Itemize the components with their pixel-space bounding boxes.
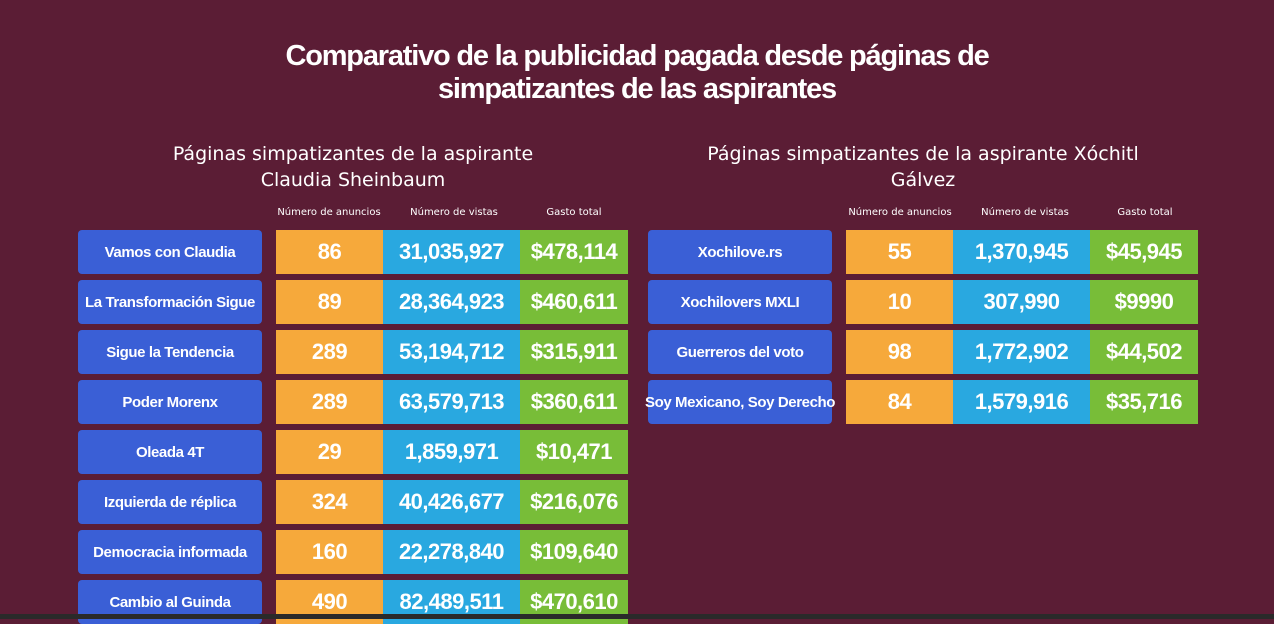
- views-count-cell: 28,364,923: [383, 280, 520, 324]
- right-header-spend: Gasto total: [1117, 207, 1173, 218]
- total-spend-cell: $460,611: [520, 280, 628, 324]
- views-count-cell: 53,194,712: [383, 330, 520, 374]
- total-spend-cell: $35,716: [1090, 380, 1198, 424]
- right-subtitle: Páginas simpatizantes de la aspirante Xó…: [648, 141, 1198, 193]
- page-name-cell: Xochilovers MXLI: [648, 280, 832, 324]
- table-row: La Transformación Sigue 89 28,364,923 $460,…: [78, 280, 628, 324]
- ads-count-cell: 86: [276, 230, 383, 274]
- ads-count-cell: 84: [846, 380, 953, 424]
- ads-count-cell: 89: [276, 280, 383, 324]
- ads-count-cell: 289: [276, 380, 383, 424]
- table-row: Soy Mexicano, Soy Derecho 84 1,579,916 $35,…: [645, 380, 1198, 424]
- page-name-cell: Xochilove.rs: [648, 230, 832, 274]
- ads-count-cell: 29: [276, 430, 383, 474]
- table-row: Sigue la Tendencia 289 53,194,712 $315,911: [78, 330, 628, 374]
- total-spend-cell: $9990: [1090, 280, 1198, 324]
- table-row: Guerreros del voto 98 1,772,902 $44,502: [648, 330, 1198, 374]
- table-row: Vamos con Claudia 86 31,035,927 $478,114: [78, 230, 628, 274]
- views-count-cell: 1,579,916: [953, 380, 1090, 424]
- right-header-ads: Número de anuncios: [848, 207, 952, 218]
- table-row: Izquierda de réplica 324 40,426,677 $216,07…: [78, 480, 628, 524]
- left-header-views: Número de vistas: [410, 207, 498, 218]
- total-spend-cell: $360,611: [520, 380, 628, 424]
- views-count-cell: 63,579,713: [383, 380, 520, 424]
- views-count-cell: 1,772,902: [953, 330, 1090, 374]
- left-header-spend: Gasto total: [546, 207, 602, 218]
- ads-count-cell: 98: [846, 330, 953, 374]
- total-spend-cell: $315,911: [520, 330, 628, 374]
- total-spend-cell: $216,076: [520, 480, 628, 524]
- page-name-cell: Guerreros del voto: [648, 330, 832, 374]
- table-row: Democracia informada 160 22,278,840 $109,64…: [78, 530, 628, 574]
- page-name-cell: Democracia informada: [78, 530, 262, 574]
- page-name-cell: Vamos con Claudia: [78, 230, 262, 274]
- bottom-strip: [0, 614, 1274, 619]
- table-row: Oleada 4T 29 1,859,971 $10,471: [78, 430, 628, 474]
- left-subtitle-line-2: Claudia Sheinbaum: [260, 169, 446, 191]
- total-spend-cell: $44,502: [1090, 330, 1198, 374]
- total-spend-cell: $45,945: [1090, 230, 1198, 274]
- ads-count-cell: 10: [846, 280, 953, 324]
- left-subtitle-line-1: Páginas simpatizantes de la aspirante: [172, 143, 534, 165]
- views-count-cell: 40,426,677: [383, 480, 520, 524]
- ads-count-cell: 55: [846, 230, 953, 274]
- views-count-cell: 22,278,840: [383, 530, 520, 574]
- total-spend-cell: $10,471: [520, 430, 628, 474]
- table-row: Xochilove.rs 55 1,370,945 $45,945: [648, 230, 1198, 274]
- ads-count-cell: 324: [276, 480, 383, 524]
- title-line-1: Comparativo de la publicidad pagada desd…: [285, 40, 989, 72]
- page-name-cell: Oleada 4T: [78, 430, 262, 474]
- left-header-ads: Número de anuncios: [277, 207, 381, 218]
- right-subtitle-line-2: Gálvez: [890, 169, 956, 191]
- title-line-2: simpatizantes de las aspirantes: [438, 73, 837, 105]
- page-title: Comparativo de la publicidad pagada desd…: [0, 40, 1274, 106]
- page-name-cell: La Transformación Sigue: [78, 280, 262, 324]
- table-row: Poder Morenx 289 63,579,713 $360,611: [78, 380, 628, 424]
- views-count-cell: 1,859,971: [383, 430, 520, 474]
- total-spend-cell: $109,640: [520, 530, 628, 574]
- table-row: Xochilovers MXLI 10 307,990 $9990: [648, 280, 1198, 324]
- page-name-cell: Sigue la Tendencia: [78, 330, 262, 374]
- right-header-views: Número de vistas: [981, 207, 1069, 218]
- total-spend-cell: $478,114: [520, 230, 628, 274]
- page-name-cell: Izquierda de réplica: [78, 480, 262, 524]
- page-name-cell: Soy Mexicano, Soy Derecho: [645, 380, 835, 424]
- right-subtitle-line-1: Páginas simpatizantes de la aspirante Xó…: [707, 143, 1139, 165]
- views-count-cell: 31,035,927: [383, 230, 520, 274]
- ads-count-cell: 160: [276, 530, 383, 574]
- views-count-cell: 1,370,945: [953, 230, 1090, 274]
- ads-count-cell: 289: [276, 330, 383, 374]
- left-subtitle: Páginas simpatizantes de la aspirante Cl…: [78, 141, 628, 193]
- page-name-cell: Poder Morenx: [78, 380, 262, 424]
- views-count-cell: 307,990: [953, 280, 1090, 324]
